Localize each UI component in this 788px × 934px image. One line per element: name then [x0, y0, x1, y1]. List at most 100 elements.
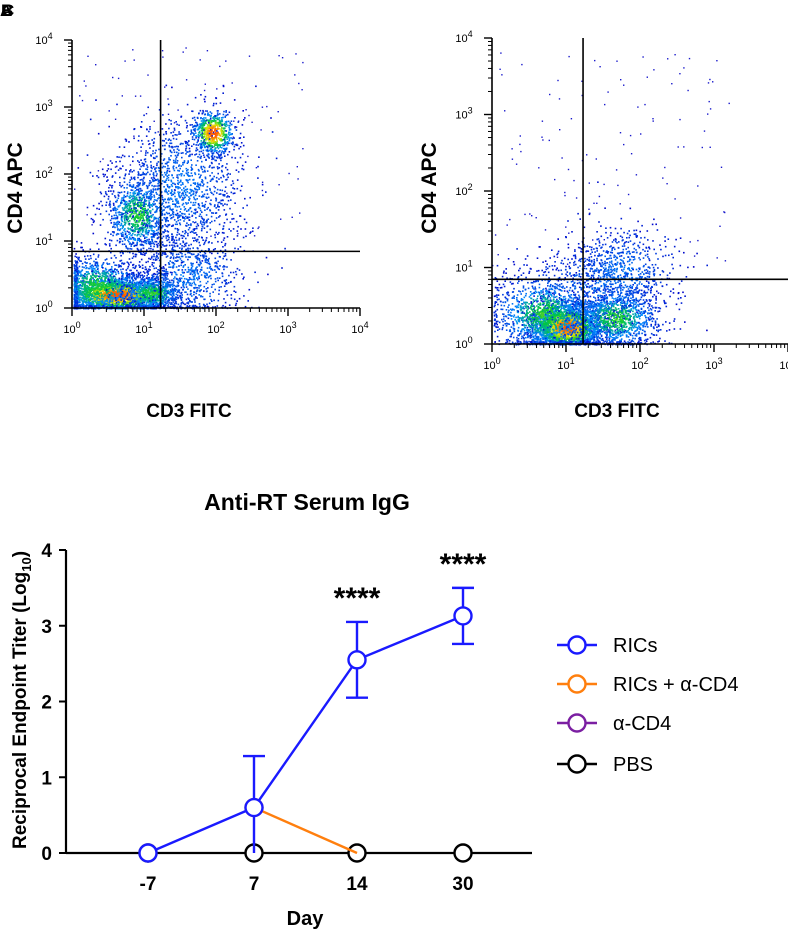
event-dot	[100, 285, 102, 288]
event-dot	[132, 302, 134, 305]
event-dot	[107, 278, 110, 281]
event-dot	[117, 299, 119, 301]
event-dot	[98, 301, 100, 303]
event-dot	[83, 298, 85, 301]
event-dot	[127, 227, 129, 229]
event-dot	[90, 217, 93, 220]
event-dot	[133, 177, 135, 179]
event-dot	[162, 283, 164, 286]
event-dot	[95, 298, 98, 300]
event-dot	[97, 256, 100, 258]
event-dot	[89, 305, 91, 307]
event-dot	[155, 281, 157, 284]
event-dot	[121, 231, 124, 234]
event-dot	[109, 285, 111, 287]
event-dot	[102, 218, 104, 221]
event-dot	[96, 265, 98, 267]
event-dot	[138, 301, 141, 303]
event-dot	[131, 277, 133, 280]
panel-letters: A B C	[0, 1, 14, 20]
event-dot	[122, 278, 124, 280]
event-dot	[117, 296, 119, 299]
event-dot	[113, 289, 115, 292]
event-dot	[93, 260, 95, 263]
event-dot	[110, 247, 112, 250]
event-dot	[92, 270, 95, 273]
event-dot	[117, 197, 120, 200]
event-dot	[107, 275, 109, 278]
event-dot	[96, 264, 99, 266]
event-dot	[79, 296, 82, 299]
event-dot	[180, 291, 183, 294]
event-dot	[77, 274, 79, 276]
event-dot	[170, 293, 172, 296]
event-dot	[77, 280, 79, 283]
event-dot	[91, 284, 93, 286]
event-dot	[109, 239, 111, 241]
event-dot	[75, 303, 77, 305]
event-dot	[179, 297, 182, 299]
event-dot	[225, 123, 228, 126]
event-dot	[143, 295, 145, 298]
event-dot	[127, 273, 129, 276]
event-dot	[85, 296, 87, 298]
event-dot	[155, 279, 158, 282]
event-dot	[157, 253, 160, 255]
event-dot	[182, 302, 185, 305]
event-dot	[93, 295, 96, 297]
event-dot	[103, 284, 105, 286]
event-dot	[171, 285, 174, 288]
event-dot	[123, 287, 125, 289]
event-dot	[138, 273, 141, 275]
event-dot	[115, 257, 117, 259]
event-dot	[168, 212, 170, 215]
event-dot	[97, 284, 99, 287]
event-dot	[142, 287, 144, 289]
event-dot	[196, 297, 198, 299]
event-dot	[114, 297, 117, 299]
event-dot	[130, 296, 132, 298]
event-dot	[74, 297, 76, 299]
event-dot	[142, 229, 145, 232]
event-dot	[152, 283, 155, 285]
event-dot	[216, 112, 219, 114]
event-dot	[101, 295, 103, 297]
event-dot	[104, 278, 106, 280]
event-dot	[102, 300, 104, 303]
event-dot	[125, 245, 127, 247]
event-dot	[122, 224, 124, 227]
event-dot	[125, 278, 127, 281]
event-dot	[140, 285, 142, 288]
event-dot	[145, 303, 147, 306]
panel-letter-b: B	[1, 1, 13, 20]
event-dot	[116, 292, 118, 294]
event-dot	[116, 199, 118, 202]
event-dot	[106, 303, 109, 305]
event-dot	[82, 249, 84, 251]
event-dot	[117, 272, 120, 275]
event-dot	[120, 234, 123, 236]
event-dot	[103, 282, 105, 284]
event-dot	[87, 271, 89, 273]
event-dot	[104, 300, 107, 302]
event-dot	[228, 126, 230, 129]
event-dot	[119, 238, 121, 240]
event-dot	[139, 305, 142, 308]
event-dot	[146, 227, 149, 229]
event-dot	[128, 288, 130, 291]
event-dot	[98, 275, 101, 278]
event-dot	[138, 295, 140, 297]
event-dot	[219, 102, 222, 104]
event-dot	[114, 298, 117, 300]
event-dot	[122, 297, 124, 299]
event-dot	[142, 281, 145, 283]
event-dot	[145, 289, 147, 292]
event-dot	[133, 289, 135, 292]
event-dot	[101, 280, 103, 283]
panel-letter-c: C	[2, 1, 14, 20]
event-dot	[145, 230, 147, 233]
event-dot	[101, 303, 103, 306]
event-dot	[111, 303, 113, 306]
event-dot	[120, 271, 123, 273]
event-dot	[101, 305, 103, 308]
